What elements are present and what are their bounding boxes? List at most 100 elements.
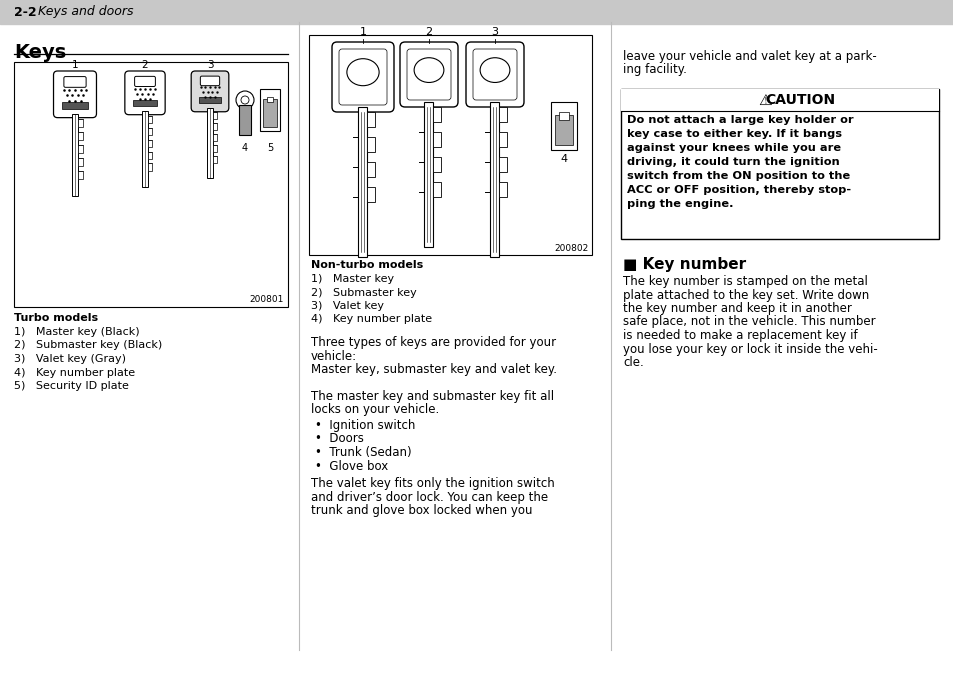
Text: 3: 3 [491,27,498,37]
Text: plate attached to the key set. Write down: plate attached to the key set. Write dow… [622,288,868,302]
Bar [78,158,83,166]
Bar [213,113,216,119]
Bar [78,119,83,128]
FancyBboxPatch shape [191,71,229,112]
Text: Keys: Keys [14,43,66,62]
Ellipse shape [347,59,378,86]
Text: you lose your key or lock it inside the vehi-: you lose your key or lock it inside the … [622,342,877,356]
Text: vehicle:: vehicle: [311,350,356,362]
Text: CAUTION: CAUTION [764,93,834,107]
Bar [358,107,367,257]
Bar [433,107,441,122]
Text: against your knees while you are: against your knees while you are [626,143,841,153]
Circle shape [235,91,253,109]
Bar [61,102,89,109]
Text: ACC or OFF position, thereby stop-: ACC or OFF position, thereby stop- [626,185,850,195]
Text: driving, it could turn the ignition: driving, it could turn the ignition [626,157,839,167]
Text: 5: 5 [267,143,273,153]
Text: and driver’s door lock. You can keep the: and driver’s door lock. You can keep the [311,491,548,504]
Bar [148,163,152,171]
Bar [433,182,441,197]
Bar [367,137,375,152]
Bar [207,108,213,178]
Bar [367,112,375,127]
FancyBboxPatch shape [332,42,394,112]
Text: 5)   Security ID plate: 5) Security ID plate [14,381,129,391]
Text: The valet key fits only the ignition switch: The valet key fits only the ignition swi… [311,477,554,490]
Text: 1)   Master key: 1) Master key [311,274,394,284]
Ellipse shape [479,58,509,82]
Text: 4: 4 [559,154,567,164]
Text: the key number and keep it in another: the key number and keep it in another [622,302,851,315]
Bar [199,97,220,103]
Bar [0,0,953,24]
Text: ing facility.: ing facility. [622,63,686,76]
FancyBboxPatch shape [465,42,523,107]
Text: trunk and glove box locked when you: trunk and glove box locked when you [311,504,532,517]
Bar [551,102,577,150]
Bar [267,97,273,102]
Bar [239,105,251,135]
Text: 200801: 200801 [250,295,284,304]
Text: •  Ignition switch: • Ignition switch [314,419,415,432]
Bar [78,145,83,153]
Bar [260,89,280,131]
Text: Three types of keys are provided for your: Three types of keys are provided for you… [311,336,556,349]
Bar [367,162,375,177]
Text: •  Glove box: • Glove box [314,460,388,472]
Text: 200802: 200802 [554,244,588,253]
Text: ping the engine.: ping the engine. [626,199,733,209]
Text: locks on your vehicle.: locks on your vehicle. [311,404,438,416]
Text: Non-turbo models: Non-turbo models [311,260,423,270]
Text: 1: 1 [71,60,78,70]
Text: Master key, submaster key and valet key.: Master key, submaster key and valet key. [311,363,557,376]
Text: switch from the ON position to the: switch from the ON position to the [626,171,849,181]
Text: 1)   Master key (Black): 1) Master key (Black) [14,327,139,337]
Bar [367,187,375,202]
Bar [213,156,216,163]
Text: 4)   Key number plate: 4) Key number plate [14,367,135,377]
Bar [142,111,148,187]
Bar [424,102,433,247]
Bar [78,171,83,179]
Bar [499,107,507,122]
Text: 2)   Submaster key (Black): 2) Submaster key (Black) [14,340,162,350]
Text: Keys and doors: Keys and doors [38,5,133,18]
Text: 3)   Valet key: 3) Valet key [311,301,384,311]
Text: 4)   Key number plate: 4) Key number plate [311,315,432,325]
Bar [78,132,83,140]
Bar [71,113,78,196]
Bar [499,182,507,197]
FancyBboxPatch shape [134,76,155,86]
Text: 4: 4 [242,143,248,153]
Bar [213,145,216,153]
Bar [499,132,507,147]
FancyBboxPatch shape [200,76,219,86]
Bar [620,89,938,111]
Bar [499,157,507,172]
Bar [132,100,157,106]
Text: Turbo models: Turbo models [14,313,98,323]
Bar [490,102,499,257]
Text: 2: 2 [425,27,432,37]
Bar [263,99,276,127]
Text: 3)   Valet key (Gray): 3) Valet key (Gray) [14,354,126,364]
Bar [148,151,152,159]
Text: cle.: cle. [622,356,643,369]
Bar [433,157,441,172]
Text: The master key and submaster key fit all: The master key and submaster key fit all [311,390,554,403]
Circle shape [241,96,249,104]
Bar [148,140,152,147]
Text: Do not attach a large key holder or: Do not attach a large key holder or [626,115,853,125]
Bar [620,89,938,239]
Bar [148,128,152,136]
FancyBboxPatch shape [64,76,86,87]
Text: safe place, not in the vehicle. This number: safe place, not in the vehicle. This num… [622,315,875,329]
Text: 2-2: 2-2 [14,5,36,18]
Bar [558,112,568,120]
Text: key case to either key. If it bangs: key case to either key. If it bangs [626,129,841,139]
FancyBboxPatch shape [53,71,96,117]
Bar [555,115,573,145]
Text: 2: 2 [142,60,148,70]
Text: 2)   Submaster key: 2) Submaster key [311,288,416,298]
